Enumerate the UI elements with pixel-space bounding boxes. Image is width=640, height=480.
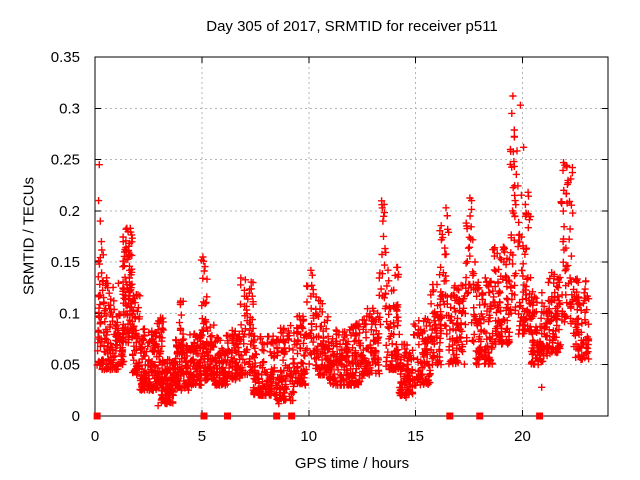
- x-tick-label: 0: [91, 428, 99, 445]
- y-tick-label: 0.25: [51, 152, 80, 169]
- gap-marker-square: [476, 412, 484, 420]
- y-tick-label: 0.15: [51, 254, 80, 271]
- x-tick-label: 5: [198, 428, 206, 445]
- x-axis-title: GPS time / hours: [294, 455, 410, 472]
- y-tick-label: 0.35: [51, 49, 80, 66]
- chart-title: Day 305 of 2017, SRMTID for receiver p51…: [206, 18, 498, 35]
- x-tick-label: 10: [300, 428, 317, 445]
- gap-marker-square: [273, 412, 281, 420]
- gap-marker-square: [446, 412, 454, 420]
- y-tick-label: 0.1: [59, 305, 80, 322]
- x-tick-label: 20: [514, 428, 531, 445]
- y-tick-label: 0.2: [59, 203, 80, 220]
- gap-marker-square: [536, 412, 544, 420]
- gap-marker-square: [224, 412, 232, 420]
- y-tick-label: 0.05: [51, 357, 80, 374]
- gap-marker-square: [200, 412, 208, 420]
- x-tick-label: 15: [407, 428, 424, 445]
- scatter-points: [93, 92, 593, 410]
- y-tick-label: 0: [72, 408, 80, 425]
- gap-marker-square: [93, 412, 101, 420]
- y-tick-label: 0.3: [59, 100, 80, 117]
- plot-border: [94, 56, 609, 417]
- gap-marker-square: [288, 412, 296, 420]
